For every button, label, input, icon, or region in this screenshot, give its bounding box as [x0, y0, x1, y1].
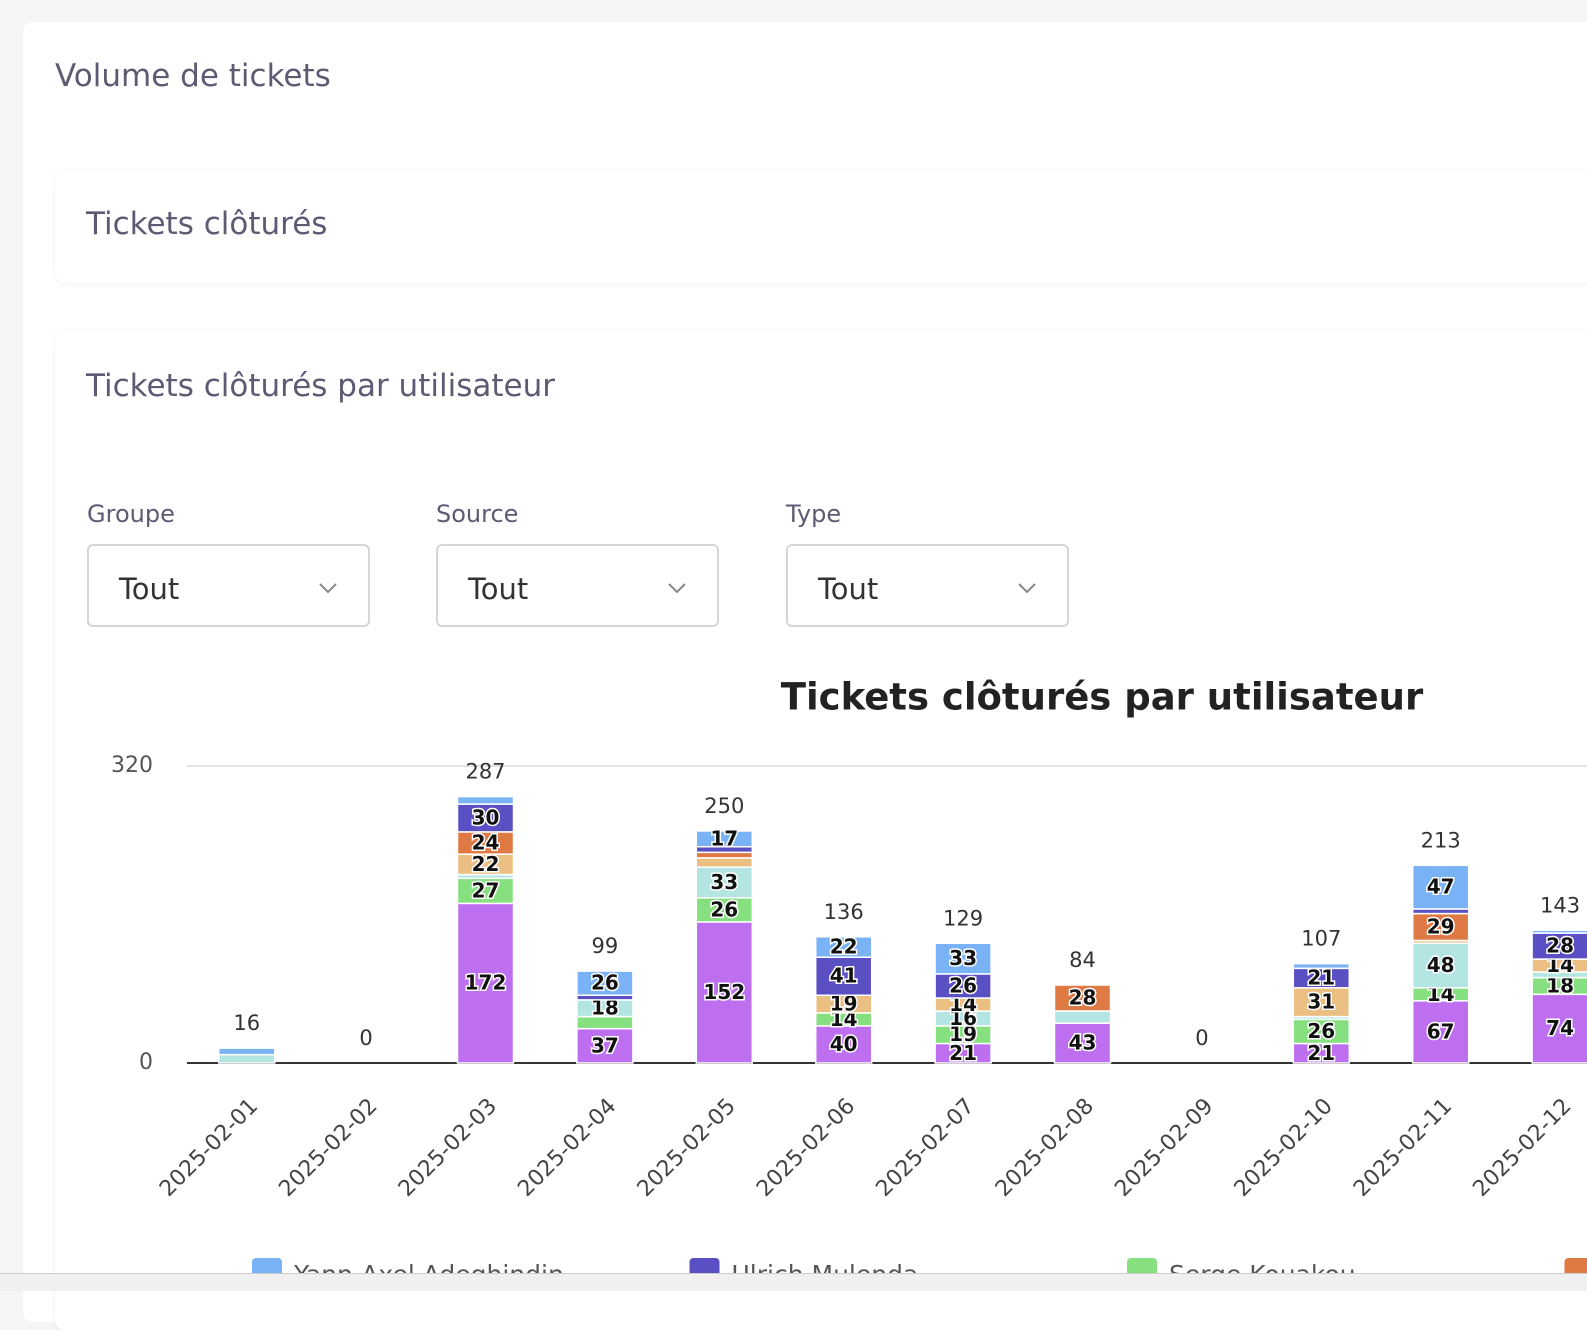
total-label: 136 — [824, 900, 864, 924]
segment-label: 26 — [1307, 1019, 1335, 1043]
segment-label: 22 — [472, 852, 500, 876]
segment-label: 21 — [1307, 1041, 1335, 1065]
segment-label: 47 — [1427, 875, 1455, 899]
x-tick-label: 2025-02-12 — [1468, 1094, 1576, 1202]
bar-segment — [219, 1055, 275, 1063]
chart-title: Tickets clôturés par utilisateur — [781, 676, 1424, 719]
segment-label: 40 — [830, 1032, 858, 1056]
segment-label: 74 — [1546, 1016, 1574, 1040]
legend-label: Yann-Axel Adeghindin — [293, 1260, 564, 1273]
bar-segment — [1532, 930, 1587, 933]
total-label: 107 — [1301, 927, 1341, 951]
segment-label: 17 — [710, 826, 738, 850]
legend-label: Serge Kouakou — [1169, 1260, 1356, 1273]
segment-label: 67 — [1427, 1019, 1455, 1043]
segment-label: 26 — [949, 973, 977, 997]
segment-label: 26 — [710, 897, 738, 921]
segment-label: 37 — [591, 1033, 619, 1057]
bar-segment — [1055, 1011, 1111, 1023]
legend-label: Ulrich Mulenda — [732, 1260, 919, 1273]
x-tick-label: 2025-02-11 — [1349, 1094, 1457, 1202]
segment-label: 28 — [1069, 986, 1097, 1010]
x-tick-label: 2025-02-09 — [1110, 1094, 1218, 1202]
total-label: 0 — [359, 1026, 372, 1050]
x-tick-label: 2025-02-07 — [871, 1094, 979, 1202]
total-label: 129 — [943, 906, 983, 930]
y-tick-label: 0 — [139, 1050, 153, 1075]
bar-segment — [1293, 964, 1349, 969]
x-tick-label: 2025-02-04 — [513, 1094, 621, 1202]
x-tick-label: 2025-02-05 — [633, 1094, 741, 1202]
segment-label: 33 — [710, 870, 738, 894]
x-tick-label: 2025-02-10 — [1230, 1094, 1338, 1202]
bar-segment — [696, 852, 752, 858]
segment-label: 29 — [1427, 915, 1455, 939]
segment-label: 24 — [472, 831, 500, 855]
segment-label: 43 — [1069, 1031, 1097, 1055]
bar-segment — [219, 1048, 275, 1054]
bar-segment — [458, 797, 514, 804]
segment-label: 172 — [465, 971, 507, 995]
segment-label: 33 — [949, 946, 977, 970]
clip-edge — [0, 1273, 1587, 1291]
chart: Tickets clôturés par utilisateur 0 320 16 2… — [0, 0, 1587, 1273]
total-label: 287 — [465, 760, 505, 784]
y-tick-label: 320 — [111, 753, 153, 778]
page: Volume de tickets Tickets clôturés Ticke… — [0, 0, 1587, 1290]
segment-label: 28 — [1546, 934, 1574, 958]
segment-label: 21 — [1307, 966, 1335, 990]
legend-swatch — [1127, 1258, 1157, 1273]
segment-label: 31 — [1307, 990, 1335, 1014]
segment-label: 48 — [1427, 953, 1455, 977]
total-label: 84 — [1069, 948, 1096, 972]
x-tick-label: 2025-02-06 — [752, 1094, 860, 1202]
segment-label: 152 — [703, 980, 745, 1004]
x-tick-label: 2025-02-01 — [155, 1094, 263, 1202]
legend-swatch — [1565, 1258, 1587, 1273]
total-label: 0 — [1195, 1026, 1208, 1050]
total-label: 99 — [592, 934, 619, 958]
x-tick-label: 2025-02-03 — [394, 1094, 502, 1202]
segment-label: 41 — [830, 964, 858, 988]
legend-swatch — [252, 1258, 282, 1273]
total-label: 16 — [233, 1011, 260, 1035]
x-tick-label: 2025-02-08 — [991, 1094, 1099, 1202]
segment-label: 22 — [830, 934, 858, 958]
total-label: 213 — [1421, 828, 1461, 852]
segment-label: 27 — [472, 878, 500, 902]
segment-label: 30 — [472, 805, 500, 829]
total-label: 143 — [1540, 893, 1580, 917]
legend-swatch — [690, 1258, 720, 1273]
segment-label: 26 — [591, 971, 619, 995]
bar-segment — [696, 858, 752, 867]
x-tick-label: 2025-02-02 — [274, 1094, 382, 1202]
total-label: 250 — [704, 794, 744, 818]
